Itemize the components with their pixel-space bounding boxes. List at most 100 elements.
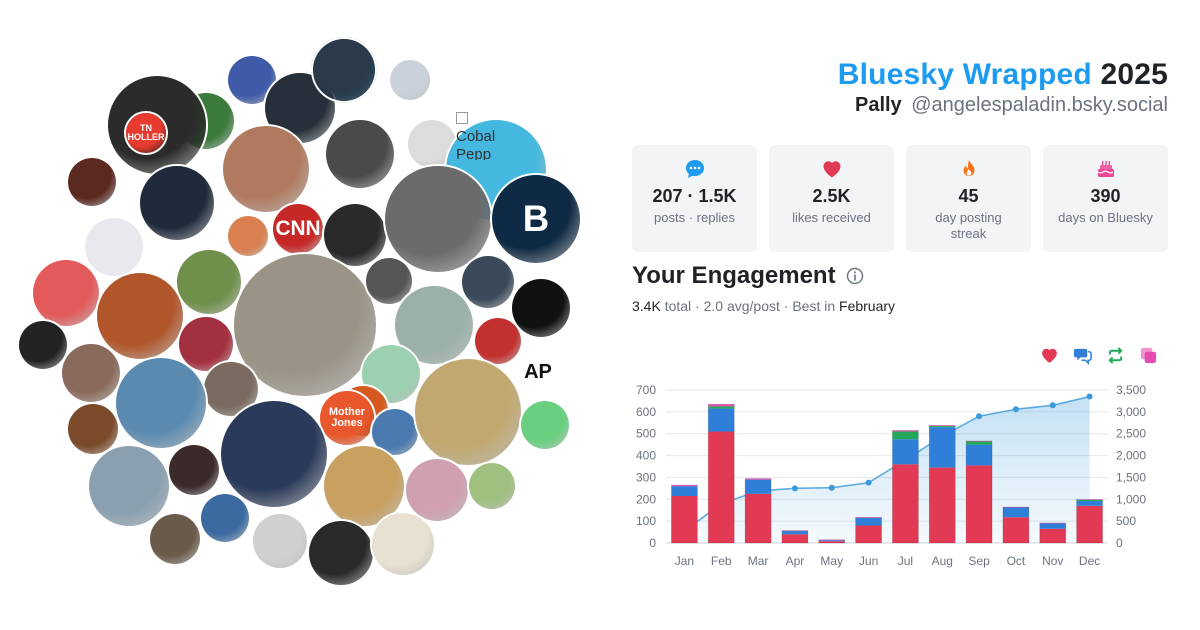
bar-segment[interactable]	[855, 517, 882, 518]
bar-segment[interactable]	[929, 425, 956, 427]
avatar[interactable]	[177, 250, 241, 314]
bar-segment[interactable]	[671, 485, 698, 487]
bar-segment[interactable]	[708, 408, 735, 432]
bar-segment[interactable]	[1076, 499, 1103, 502]
bar-segment[interactable]	[966, 465, 993, 543]
avatar[interactable]	[140, 166, 214, 240]
avatar[interactable]: B	[492, 175, 580, 263]
bar-segment[interactable]	[818, 541, 845, 543]
cumulative-point[interactable]	[865, 479, 872, 486]
bar-segment[interactable]	[1076, 499, 1103, 501]
bar-segment[interactable]	[1039, 523, 1066, 529]
avatar[interactable]	[512, 279, 570, 337]
avatar[interactable]	[19, 321, 67, 369]
avatar[interactable]	[313, 39, 375, 101]
avatar[interactable]	[406, 459, 468, 521]
bar-segment[interactable]	[745, 493, 772, 543]
avatar[interactable]: Mother Jones	[320, 391, 374, 445]
bar-segment[interactable]	[855, 517, 882, 526]
avatar[interactable]	[326, 120, 394, 188]
avatar[interactable]: AP	[514, 348, 562, 396]
avatar[interactable]: CNN	[273, 204, 323, 254]
bar-segment[interactable]	[1002, 506, 1029, 508]
avatar-label: AP	[524, 361, 552, 383]
avatar[interactable]	[116, 358, 206, 448]
bar-segment[interactable]	[781, 530, 808, 532]
bar-segment[interactable]	[892, 464, 919, 543]
y-tick-label-left: 500	[636, 427, 656, 441]
repost-icon[interactable]	[1106, 346, 1125, 365]
bar-segment[interactable]	[929, 467, 956, 543]
bar-segment[interactable]	[781, 534, 808, 543]
bar-segment[interactable]	[1002, 517, 1029, 543]
avatar[interactable]	[97, 273, 183, 359]
avatar[interactable]: TN HOLLER	[126, 113, 166, 153]
bar-segment[interactable]	[1002, 507, 1029, 518]
reply-icon[interactable]	[1073, 346, 1092, 365]
bar-segment[interactable]	[708, 404, 735, 407]
bar-segment[interactable]	[1076, 501, 1103, 506]
user-handle[interactable]: @angelespaladin.bsky.social	[911, 94, 1168, 116]
avatar[interactable]	[89, 446, 169, 526]
chat-bubble-icon	[632, 158, 757, 180]
cumulative-point[interactable]	[976, 413, 983, 420]
bar-segment[interactable]	[671, 496, 698, 543]
avatar[interactable]	[324, 446, 404, 526]
avatar[interactable]	[390, 60, 430, 100]
avatar[interactable]	[85, 218, 143, 276]
bar-segment[interactable]	[966, 441, 993, 445]
bar-segment[interactable]	[892, 430, 919, 432]
bar-segment[interactable]	[892, 439, 919, 465]
avatar[interactable]	[253, 514, 307, 568]
info-icon[interactable]	[846, 267, 864, 285]
bar-segment[interactable]	[1039, 528, 1066, 543]
bar-segment[interactable]	[929, 426, 956, 428]
avatar[interactable]	[62, 344, 120, 402]
avatar[interactable]	[234, 254, 376, 396]
bar-segment[interactable]	[781, 530, 808, 535]
bar-segment[interactable]	[929, 427, 956, 468]
bar-segment[interactable]	[745, 479, 772, 494]
avatar[interactable]	[475, 318, 521, 364]
avatar[interactable]	[415, 359, 521, 465]
bar-segment[interactable]	[708, 406, 735, 409]
bar-segment[interactable]	[818, 540, 845, 542]
bar-segment[interactable]	[855, 525, 882, 543]
bar-segment[interactable]	[818, 539, 845, 541]
avatar[interactable]	[385, 166, 491, 272]
bar-segment[interactable]	[671, 486, 698, 497]
avatar[interactable]	[68, 158, 116, 206]
avatar[interactable]	[366, 258, 412, 304]
cumulative-point[interactable]	[791, 485, 798, 492]
avatar[interactable]	[228, 216, 268, 256]
avatar[interactable]	[324, 204, 386, 266]
avatar[interactable]	[309, 521, 373, 585]
cumulative-point[interactable]	[1086, 393, 1093, 400]
avatar[interactable]	[469, 463, 515, 509]
bar-segment[interactable]	[892, 431, 919, 440]
avatar[interactable]	[372, 409, 418, 455]
avatar[interactable]	[462, 256, 514, 308]
avatar[interactable]	[169, 445, 219, 495]
avatar[interactable]	[150, 514, 200, 564]
bar-segment[interactable]	[966, 444, 993, 466]
heart-icon[interactable]	[1040, 346, 1059, 365]
avatar[interactable]	[221, 401, 327, 507]
avatar[interactable]	[521, 401, 569, 449]
heart-icon	[769, 158, 894, 180]
avatar[interactable]	[201, 494, 249, 542]
avatar[interactable]	[33, 260, 99, 326]
avatar[interactable]	[223, 126, 309, 212]
avatar[interactable]	[372, 513, 434, 575]
stat-card: 207 · 1.5K posts · replies	[632, 145, 757, 252]
cumulative-point[interactable]	[1049, 402, 1056, 409]
bar-segment[interactable]	[966, 440, 993, 442]
cumulative-point[interactable]	[1012, 406, 1019, 413]
bar-segment[interactable]	[745, 478, 772, 480]
bar-segment[interactable]	[1039, 522, 1066, 524]
quote-icon[interactable]	[1139, 346, 1158, 365]
bar-segment[interactable]	[1076, 505, 1103, 543]
avatar[interactable]	[68, 404, 118, 454]
cumulative-point[interactable]	[828, 484, 835, 491]
bar-segment[interactable]	[708, 431, 735, 543]
